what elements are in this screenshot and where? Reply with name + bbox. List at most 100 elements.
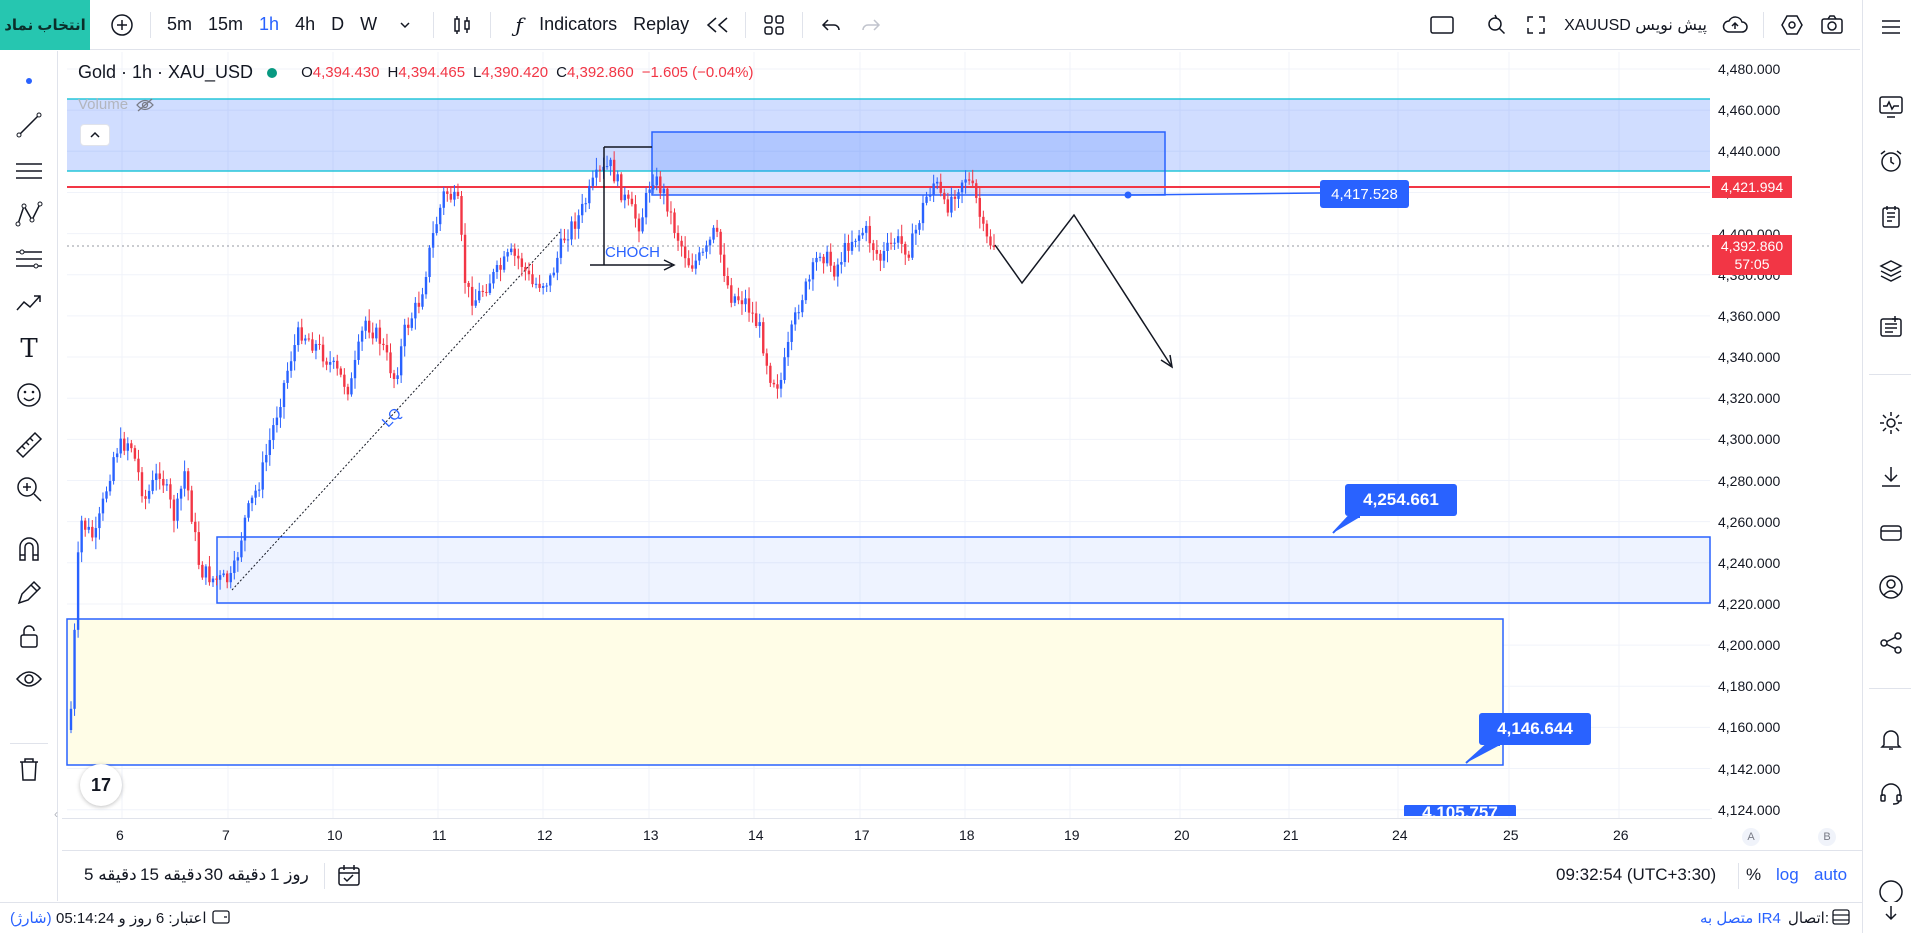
- range-5m[interactable]: 5 دقیقه: [84, 865, 137, 884]
- volume-indicator-label[interactable]: Volume: [78, 96, 155, 113]
- settings-gear-icon[interactable]: [1876, 408, 1906, 438]
- news-icon[interactable]: [1876, 312, 1906, 342]
- range-30m[interactable]: 30 دقیقه: [204, 865, 267, 884]
- upper-supply-zone[interactable]: [67, 99, 1710, 171]
- fullscreen-box-icon[interactable]: [1428, 11, 1456, 39]
- horizontal-lines-icon[interactable]: [13, 155, 45, 187]
- user-icon[interactable]: [1876, 572, 1906, 602]
- draft-label[interactable]: XAUUSD پیش نویس: [1564, 17, 1707, 34]
- layout-grid-icon[interactable]: [760, 11, 788, 39]
- quick-search-icon[interactable]: [1482, 11, 1510, 39]
- pattern-icon[interactable]: [13, 199, 45, 231]
- choch-structure-line[interactable]: [590, 146, 672, 266]
- candle-up: [240, 532, 243, 562]
- emoji-icon[interactable]: [13, 379, 45, 411]
- demand-zone[interactable]: [216, 536, 1711, 604]
- yellow-zone[interactable]: [66, 618, 1504, 766]
- ruler-icon[interactable]: [13, 429, 45, 461]
- tradingview-logo[interactable]: 17: [80, 764, 122, 806]
- projection-path[interactable]: [994, 213, 1173, 368]
- layers-icon[interactable]: [1876, 256, 1906, 286]
- trend-line-icon[interactable]: [13, 109, 45, 141]
- chevron-down-icon[interactable]: [391, 11, 419, 39]
- candle-up: [399, 338, 403, 383]
- cursor-dot-icon[interactable]: [13, 65, 45, 97]
- cloud-upload-icon[interactable]: [1721, 11, 1749, 39]
- projection-icon[interactable]: [13, 287, 45, 319]
- symbol-title[interactable]: Gold · 1h · XAU_USD: [78, 62, 254, 82]
- choch-label: CHOCH: [605, 244, 660, 261]
- interval-15m[interactable]: 15m: [208, 14, 244, 34]
- order-block-zone[interactable]: [651, 131, 1166, 196]
- range-1d[interactable]: 1 روز: [270, 865, 309, 884]
- separator: [433, 11, 435, 38]
- symbol-search-button[interactable]: انتخاب نماد: [0, 0, 90, 50]
- clock-time[interactable]: 09:32:54 (UTC+3:30): [1556, 865, 1717, 884]
- interval-5m[interactable]: 5m: [167, 14, 193, 34]
- alarm-clock-icon[interactable]: [1876, 146, 1906, 176]
- eye-icon[interactable]: [13, 663, 45, 695]
- fib-icon[interactable]: [13, 243, 45, 275]
- rewind-icon[interactable]: [703, 11, 731, 39]
- percent-toggle[interactable]: %: [1746, 865, 1762, 884]
- zoom-in-icon[interactable]: [13, 473, 45, 505]
- price-callout-2[interactable]: 4,254.661: [1345, 484, 1457, 516]
- watchlist-icon[interactable]: [1876, 92, 1906, 122]
- price-callout-3[interactable]: 4,146.644: [1479, 713, 1591, 745]
- ohlc-close: C4,392.860: [556, 64, 634, 81]
- axis-button-a[interactable]: A: [1742, 828, 1760, 846]
- callout-anchor-1[interactable]: [1124, 191, 1132, 199]
- indicators-button[interactable]: Indicators: [539, 14, 618, 34]
- bottom-round-icon[interactable]: [1876, 874, 1906, 904]
- separator: [150, 11, 151, 38]
- lq-trendline[interactable]: [231, 231, 561, 591]
- date-range-icon[interactable]: [336, 863, 362, 894]
- price-callout-4[interactable]: 4,105.757: [1404, 805, 1516, 816]
- price-callout-1[interactable]: 4,417.528: [1320, 180, 1409, 208]
- log-toggle[interactable]: log: [1776, 865, 1799, 884]
- price-tick: 4,480.000: [1718, 61, 1781, 77]
- candles-icon[interactable]: [448, 11, 476, 39]
- candle-up: [222, 569, 225, 578]
- settings-hex-icon[interactable]: [1778, 11, 1806, 39]
- interval-4h[interactable]: 4h: [295, 14, 316, 34]
- undo-icon[interactable]: [817, 11, 845, 39]
- camera-icon[interactable]: [1818, 11, 1846, 39]
- auto-toggle[interactable]: auto: [1814, 865, 1848, 884]
- menu-icon[interactable]: [1876, 12, 1906, 42]
- candle-down: [978, 186, 981, 229]
- collapse-arrow-icon[interactable]: ‹: [54, 807, 58, 821]
- time-axis[interactable]: 6 7 10 11 12 13 14 17 18 19 20 21 24 25 26: [62, 818, 1712, 850]
- lock-icon[interactable]: [13, 621, 45, 653]
- price-chart[interactable]: CHOCH LQ: [62, 52, 1718, 850]
- magnet-icon[interactable]: [13, 533, 45, 565]
- server-icon: [1832, 909, 1850, 929]
- expand-icon[interactable]: [1522, 11, 1550, 39]
- headset-icon[interactable]: [1876, 778, 1906, 808]
- draw-lock-icon[interactable]: [13, 577, 45, 609]
- bell-icon[interactable]: [1876, 724, 1906, 754]
- replay-button[interactable]: Replay: [633, 14, 690, 34]
- redo-icon[interactable]: [857, 11, 885, 39]
- eye-off-icon[interactable]: [136, 98, 155, 112]
- download-icon[interactable]: [1876, 462, 1906, 492]
- card-icon[interactable]: [1876, 518, 1906, 548]
- add-symbol-icon[interactable]: [108, 11, 136, 39]
- fx-icon[interactable]: ƒ: [515, 12, 523, 37]
- candle-down: [620, 172, 623, 203]
- axis-button-b[interactable]: B: [1818, 828, 1836, 846]
- share-icon[interactable]: [1876, 628, 1906, 658]
- collapse-legend-button[interactable]: [80, 124, 110, 146]
- range-15m[interactable]: 15 دقیقه: [140, 865, 203, 884]
- interval-1h[interactable]: 1h: [259, 14, 280, 34]
- notes-icon[interactable]: [1876, 202, 1906, 232]
- scroll-down-icon[interactable]: [1876, 898, 1906, 928]
- price-axis[interactable]: 4,480.0004,460.0004,440.0004,420.0004,40…: [1712, 52, 1860, 850]
- recharge-link[interactable]: (شارژ): [10, 910, 52, 927]
- interval-w[interactable]: W: [360, 14, 378, 34]
- text-icon[interactable]: T: [20, 334, 38, 364]
- trash-icon[interactable]: [13, 753, 45, 785]
- candle-up: [218, 570, 222, 590]
- candle-down: [868, 216, 871, 253]
- interval-d[interactable]: D: [331, 14, 345, 34]
